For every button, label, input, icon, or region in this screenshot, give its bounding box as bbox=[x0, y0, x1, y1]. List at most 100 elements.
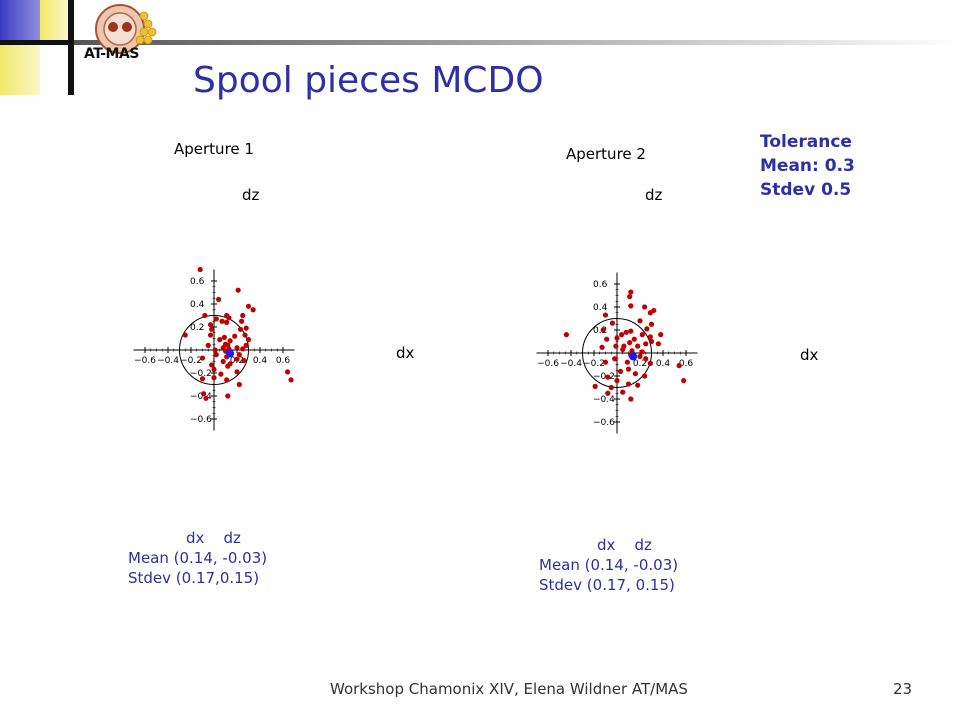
data-point bbox=[627, 294, 633, 300]
data-point bbox=[236, 381, 242, 388]
data-point bbox=[285, 369, 291, 375]
data-point bbox=[203, 395, 209, 401]
y-tick-label: −0.6 bbox=[593, 418, 615, 428]
data-point bbox=[218, 371, 224, 377]
data-point bbox=[209, 326, 215, 332]
data-point bbox=[234, 369, 240, 375]
panel-1-stats-mean: Mean (0.14, -0.03) bbox=[128, 549, 268, 567]
data-point bbox=[608, 384, 614, 391]
data-point bbox=[623, 329, 629, 335]
panel-1-x-axis-name: dx bbox=[396, 344, 415, 362]
data-point bbox=[225, 363, 231, 369]
data-point bbox=[182, 332, 188, 338]
data-point bbox=[609, 320, 615, 326]
panel-1-stats-header: dx dz bbox=[186, 529, 241, 547]
slide-title: Spool pieces MCDO bbox=[193, 60, 544, 101]
data-point bbox=[647, 310, 653, 316]
data-point bbox=[676, 363, 682, 369]
x-tick-label: −0.6 bbox=[537, 359, 559, 369]
y-tick-label: 0.2 bbox=[593, 326, 607, 336]
data-point bbox=[237, 326, 244, 332]
data-point bbox=[624, 359, 630, 365]
tolerance-circle bbox=[582, 318, 652, 388]
x-tick-label: −0.6 bbox=[134, 356, 156, 366]
data-point bbox=[628, 303, 634, 309]
atmas-logo bbox=[95, 4, 157, 54]
data-point bbox=[643, 341, 649, 347]
data-point bbox=[234, 356, 240, 362]
panel-1-stats: dx dz Mean (0.14, -0.03) Stdev (0.17,0.1… bbox=[128, 528, 267, 588]
data-point bbox=[226, 315, 232, 321]
data-point bbox=[628, 328, 634, 334]
data-point bbox=[199, 376, 206, 382]
data-point bbox=[647, 360, 653, 366]
data-point bbox=[199, 355, 206, 361]
data-point bbox=[242, 332, 248, 338]
y-tick-label: 0.6 bbox=[190, 277, 205, 287]
data-point bbox=[642, 373, 648, 379]
data-point bbox=[245, 337, 252, 343]
panel-2-stats-mean: Mean (0.14, -0.03) bbox=[539, 556, 679, 574]
data-point bbox=[613, 343, 619, 349]
data-point bbox=[643, 356, 649, 362]
data-point bbox=[620, 346, 626, 353]
panel-2-stats-stdev: Stdev (0.17, 0.15) bbox=[539, 576, 675, 594]
x-tick-label: 0.4 bbox=[253, 356, 268, 366]
data-point bbox=[240, 346, 246, 352]
data-point bbox=[642, 304, 648, 310]
data-point bbox=[648, 321, 655, 327]
y-tick-label: 0.2 bbox=[190, 323, 204, 333]
panel-2-y-axis-name: dz bbox=[645, 186, 663, 204]
data-point bbox=[211, 366, 217, 373]
data-point bbox=[625, 381, 632, 387]
data-point bbox=[681, 378, 687, 384]
data-point bbox=[628, 289, 634, 295]
data-point bbox=[637, 353, 643, 360]
data-point bbox=[637, 318, 643, 324]
data-point bbox=[629, 348, 635, 354]
tolerance-stdev: Stdev 0.5 bbox=[760, 180, 852, 200]
data-point bbox=[655, 341, 661, 347]
data-point bbox=[620, 389, 626, 395]
data-point bbox=[647, 334, 653, 340]
data-point bbox=[212, 347, 218, 353]
data-point bbox=[220, 358, 226, 365]
data-point bbox=[201, 391, 207, 397]
aperture-1-label: Aperture 1 bbox=[174, 140, 254, 158]
data-point bbox=[221, 334, 227, 340]
data-point bbox=[599, 344, 605, 350]
data-point bbox=[592, 383, 598, 389]
data-point bbox=[631, 336, 637, 342]
y-tick-label: −0.2 bbox=[593, 372, 615, 382]
data-point bbox=[207, 332, 214, 338]
data-point bbox=[211, 375, 217, 381]
data-point bbox=[250, 307, 256, 313]
data-point bbox=[288, 377, 294, 383]
data-point bbox=[605, 390, 611, 396]
x-tick-label: −0.4 bbox=[157, 356, 179, 366]
data-point bbox=[224, 319, 230, 325]
data-point bbox=[632, 371, 638, 377]
tolerance-circle bbox=[179, 315, 249, 385]
data-point bbox=[627, 340, 633, 346]
y-tick-label: 0.4 bbox=[593, 303, 608, 313]
x-tick-label: 0.6 bbox=[679, 359, 694, 369]
x-tick-label: 0.4 bbox=[656, 359, 671, 369]
data-point bbox=[224, 377, 230, 383]
mean-point bbox=[629, 352, 638, 361]
data-point bbox=[219, 318, 225, 324]
y-tick-label: −0.2 bbox=[190, 369, 212, 379]
data-point bbox=[625, 366, 632, 372]
tolerance-box: Tolerance Mean: 0.3 Stdev 0.5 bbox=[760, 130, 855, 202]
data-point bbox=[614, 335, 620, 341]
slide-corner-decoration bbox=[0, 0, 960, 95]
y-tick-label: 0.4 bbox=[190, 300, 205, 310]
data-point bbox=[245, 303, 252, 309]
data-point bbox=[205, 342, 211, 348]
data-point bbox=[209, 362, 215, 368]
data-point bbox=[605, 374, 611, 380]
data-point bbox=[658, 332, 664, 338]
panel-1-stats-stdev: Stdev (0.17,0.15) bbox=[128, 569, 260, 587]
logo-text: AT-MAS bbox=[84, 46, 139, 62]
data-point bbox=[227, 338, 233, 344]
